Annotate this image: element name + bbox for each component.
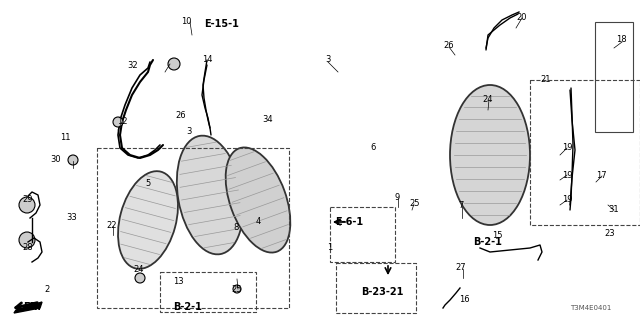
Text: B-2-1: B-2-1 — [173, 302, 202, 312]
Text: 14: 14 — [202, 55, 212, 65]
Bar — [160, 272, 256, 312]
Text: 1: 1 — [328, 244, 333, 252]
Text: 24: 24 — [134, 266, 144, 275]
Text: T3M4E0401: T3M4E0401 — [570, 305, 612, 311]
Text: 24: 24 — [483, 95, 493, 105]
Text: 9: 9 — [394, 194, 399, 203]
Text: E-15-1: E-15-1 — [205, 19, 239, 29]
Circle shape — [19, 197, 35, 213]
Text: 34: 34 — [262, 116, 273, 124]
Text: 15: 15 — [492, 230, 502, 239]
Text: B-2-1: B-2-1 — [474, 237, 502, 247]
Text: 3: 3 — [325, 55, 331, 65]
Text: 8: 8 — [234, 223, 239, 233]
Bar — [595, 22, 633, 132]
Text: 19: 19 — [562, 143, 572, 153]
Text: 10: 10 — [180, 18, 191, 27]
Text: 26: 26 — [444, 41, 454, 50]
Circle shape — [135, 273, 145, 283]
Text: 3: 3 — [186, 126, 192, 135]
Bar — [330, 207, 395, 262]
Ellipse shape — [226, 148, 291, 252]
Text: 27: 27 — [456, 263, 467, 273]
Text: 21: 21 — [541, 76, 551, 84]
Text: 13: 13 — [173, 277, 183, 286]
Text: 32: 32 — [128, 60, 138, 69]
Bar — [336, 263, 416, 313]
Text: 6: 6 — [371, 143, 376, 153]
Bar — [97, 148, 289, 308]
Text: 22: 22 — [107, 221, 117, 230]
Text: 2: 2 — [44, 284, 50, 293]
Circle shape — [19, 232, 35, 248]
Text: 23: 23 — [605, 228, 615, 237]
Circle shape — [168, 58, 180, 70]
Text: B-23-21: B-23-21 — [361, 287, 403, 297]
Text: 18: 18 — [616, 36, 627, 44]
Text: 30: 30 — [51, 156, 61, 164]
Text: E-6-1: E-6-1 — [335, 217, 363, 227]
Text: 5: 5 — [145, 180, 150, 188]
Text: 4: 4 — [255, 218, 260, 227]
Text: 31: 31 — [609, 205, 620, 214]
Ellipse shape — [177, 136, 243, 254]
Text: 19: 19 — [562, 196, 572, 204]
Text: 25: 25 — [232, 285, 243, 294]
Ellipse shape — [118, 171, 178, 269]
Text: 12: 12 — [116, 116, 127, 125]
Circle shape — [68, 155, 78, 165]
Text: 25: 25 — [410, 199, 420, 209]
Polygon shape — [14, 302, 42, 313]
Text: FR.: FR. — [23, 302, 41, 312]
Text: 7: 7 — [458, 202, 464, 211]
Text: 29: 29 — [23, 196, 33, 204]
Ellipse shape — [450, 85, 530, 225]
Text: 19: 19 — [562, 171, 572, 180]
Text: 26: 26 — [176, 110, 186, 119]
Text: 33: 33 — [67, 213, 77, 222]
Text: 28: 28 — [22, 244, 33, 252]
Circle shape — [233, 285, 241, 293]
Text: 16: 16 — [459, 294, 469, 303]
Bar — [530, 80, 640, 225]
Text: 20: 20 — [516, 13, 527, 22]
Text: 17: 17 — [596, 172, 606, 180]
Text: 11: 11 — [60, 133, 70, 142]
Circle shape — [113, 117, 123, 127]
